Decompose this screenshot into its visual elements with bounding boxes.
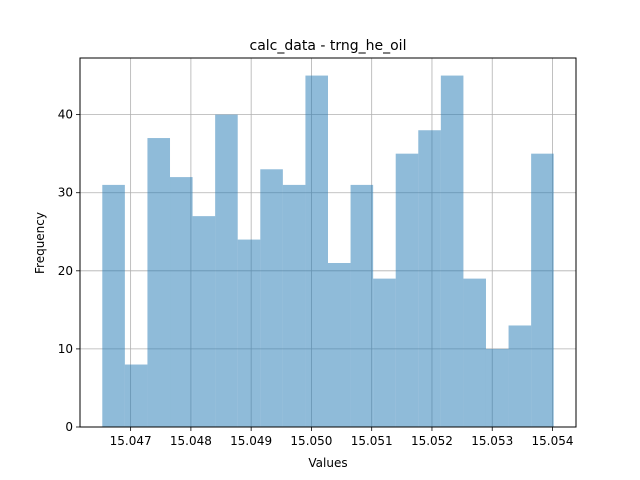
histogram-bar [350, 184, 374, 427]
histogram-bar [170, 177, 193, 427]
plot-area-frame [79, 57, 577, 428]
histogram-bars [102, 75, 554, 428]
x-tick-label: 15.051 [351, 434, 393, 448]
x-tick-label: 15.050 [290, 434, 332, 448]
y-tick-label: 20 [58, 264, 73, 278]
histogram-bar [418, 130, 441, 427]
histogram-bar [485, 348, 509, 427]
y-axis-ticks: 0 10 20 30 40 [58, 108, 80, 434]
histogram-bar [463, 278, 486, 427]
x-tick-label: 15.048 [170, 434, 212, 448]
y-tick-label: 40 [58, 108, 73, 122]
y-tick-label: 30 [58, 186, 73, 200]
histogram-bar [440, 75, 464, 428]
x-tick-label: 15.054 [531, 434, 573, 448]
x-axis-ticks: 15.047 15.048 15.049 15.050 15.051 15.052 15.0… [110, 427, 573, 448]
histogram-bar [124, 364, 148, 427]
x-tick-label: 15.052 [411, 434, 453, 448]
histogram-bar [192, 216, 216, 427]
x-tick-label: 15.053 [471, 434, 513, 448]
histogram-bar [508, 325, 532, 427]
histogram-bar [373, 278, 396, 427]
histogram-bar [260, 169, 283, 428]
x-tick-label: 15.049 [230, 434, 272, 448]
histogram-bar [147, 138, 171, 428]
histogram-bar [328, 263, 351, 427]
histogram-bar [282, 184, 306, 427]
histogram-bar [237, 239, 261, 427]
chart-title: calc_data - trng_he_oil [250, 38, 407, 54]
x-tick-label: 15.047 [110, 434, 152, 448]
histogram-bar [531, 153, 554, 427]
y-axis-label: Frequency [33, 212, 47, 274]
histogram-bar [215, 114, 238, 427]
histogram-bar [395, 153, 419, 427]
y-tick-label: 10 [58, 342, 73, 356]
histogram-bar [305, 75, 328, 428]
y-tick-label: 0 [65, 420, 73, 434]
histogram-bar [102, 184, 125, 427]
x-axis-label: Values [308, 456, 347, 470]
